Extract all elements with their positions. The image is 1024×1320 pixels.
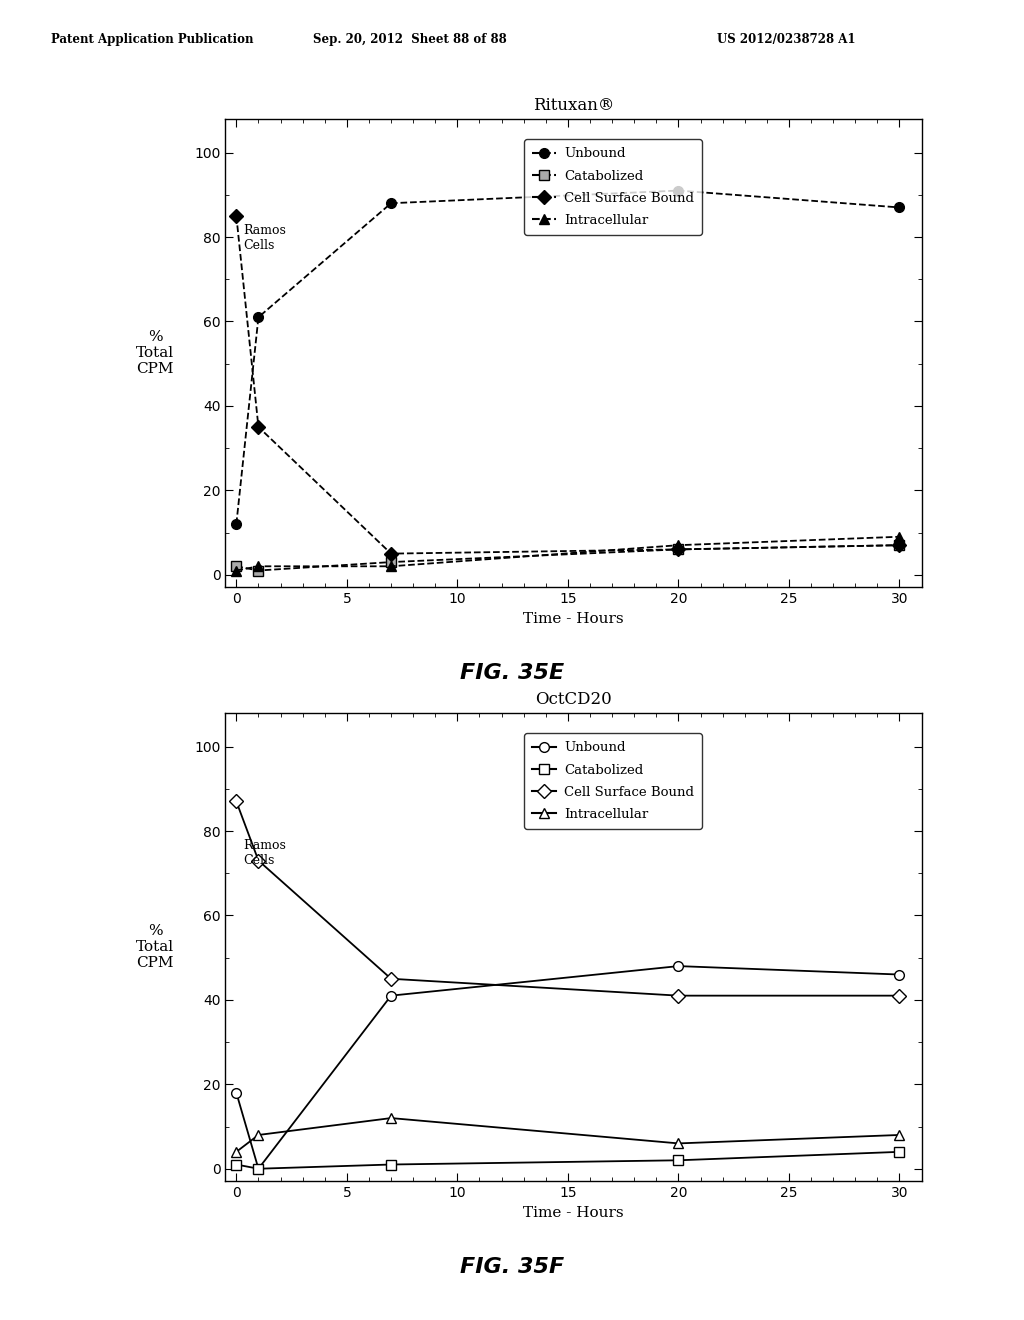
Text: FIG. 35E: FIG. 35E xyxy=(460,663,564,682)
X-axis label: Time - Hours: Time - Hours xyxy=(523,611,624,626)
Text: Sep. 20, 2012  Sheet 88 of 88: Sep. 20, 2012 Sheet 88 of 88 xyxy=(312,33,507,46)
Title: OctCD20: OctCD20 xyxy=(536,692,611,709)
Legend: Unbound, Catabolized, Cell Surface Bound, Intracellular: Unbound, Catabolized, Cell Surface Bound… xyxy=(524,140,701,235)
Text: Ramos
Cells: Ramos Cells xyxy=(243,224,286,252)
Title: Rituxan®: Rituxan® xyxy=(532,98,614,115)
Text: Patent Application Publication: Patent Application Publication xyxy=(51,33,254,46)
Y-axis label: %
Total
CPM: % Total CPM xyxy=(136,330,174,376)
Y-axis label: %
Total
CPM: % Total CPM xyxy=(136,924,174,970)
Text: US 2012/0238728 A1: US 2012/0238728 A1 xyxy=(717,33,855,46)
Text: FIG. 35F: FIG. 35F xyxy=(460,1257,564,1276)
Legend: Unbound, Catabolized, Cell Surface Bound, Intracellular: Unbound, Catabolized, Cell Surface Bound… xyxy=(524,734,701,829)
Text: Ramos
Cells: Ramos Cells xyxy=(243,840,286,867)
X-axis label: Time - Hours: Time - Hours xyxy=(523,1205,624,1220)
